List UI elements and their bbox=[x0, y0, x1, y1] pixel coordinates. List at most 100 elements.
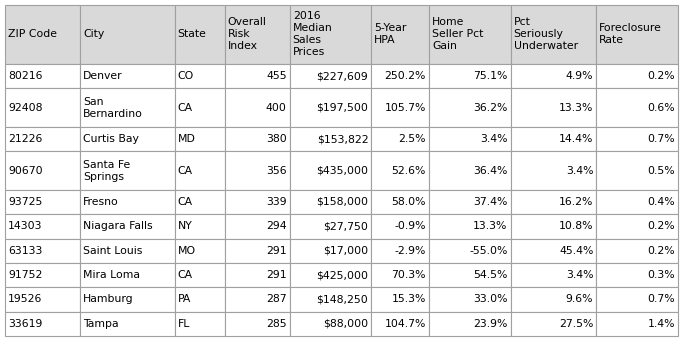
Text: 294: 294 bbox=[266, 221, 287, 231]
Bar bbox=[175, 238, 225, 263]
Bar bbox=[290, 64, 372, 88]
Text: 93725: 93725 bbox=[8, 197, 42, 207]
Bar bbox=[372, 88, 429, 127]
Text: 0.7%: 0.7% bbox=[647, 134, 675, 144]
Bar bbox=[290, 287, 372, 312]
Text: Denver: Denver bbox=[83, 71, 123, 81]
Bar bbox=[372, 238, 429, 263]
Bar bbox=[429, 64, 510, 88]
Text: $435,000: $435,000 bbox=[316, 165, 368, 176]
Text: Curtis Bay: Curtis Bay bbox=[83, 134, 139, 144]
Text: 2.5%: 2.5% bbox=[398, 134, 426, 144]
Text: CA: CA bbox=[178, 165, 193, 176]
Text: 0.6%: 0.6% bbox=[647, 103, 675, 113]
Bar bbox=[225, 190, 290, 214]
Bar bbox=[510, 312, 596, 336]
Text: 33.0%: 33.0% bbox=[473, 294, 507, 305]
Bar bbox=[5, 238, 81, 263]
Text: PA: PA bbox=[178, 294, 191, 305]
Bar bbox=[225, 5, 290, 64]
Text: 70.3%: 70.3% bbox=[391, 270, 426, 280]
Text: 92408: 92408 bbox=[8, 103, 42, 113]
Bar bbox=[429, 312, 510, 336]
Bar bbox=[5, 151, 81, 190]
Bar bbox=[596, 88, 678, 127]
Bar bbox=[596, 287, 678, 312]
Bar bbox=[175, 64, 225, 88]
Text: 455: 455 bbox=[266, 71, 287, 81]
Bar bbox=[596, 214, 678, 238]
Bar bbox=[510, 5, 596, 64]
Text: 9.6%: 9.6% bbox=[566, 294, 594, 305]
Bar bbox=[596, 190, 678, 214]
Bar bbox=[225, 287, 290, 312]
Bar bbox=[5, 190, 81, 214]
Bar bbox=[429, 238, 510, 263]
Bar bbox=[596, 127, 678, 151]
Bar bbox=[5, 64, 81, 88]
Bar bbox=[510, 287, 596, 312]
Text: $158,000: $158,000 bbox=[316, 197, 368, 207]
Bar bbox=[596, 312, 678, 336]
Bar bbox=[372, 5, 429, 64]
Bar bbox=[429, 88, 510, 127]
Bar bbox=[175, 151, 225, 190]
Bar bbox=[175, 312, 225, 336]
Bar bbox=[81, 312, 175, 336]
Text: San
Bernardino: San Bernardino bbox=[83, 97, 143, 119]
Bar bbox=[5, 263, 81, 287]
Bar bbox=[290, 151, 372, 190]
Bar bbox=[175, 88, 225, 127]
Text: 63133: 63133 bbox=[8, 246, 42, 256]
Text: CA: CA bbox=[178, 103, 193, 113]
Bar bbox=[429, 287, 510, 312]
Text: 37.4%: 37.4% bbox=[473, 197, 507, 207]
Bar bbox=[81, 64, 175, 88]
Text: 54.5%: 54.5% bbox=[473, 270, 507, 280]
Text: 75.1%: 75.1% bbox=[473, 71, 507, 81]
Text: 0.4%: 0.4% bbox=[647, 197, 675, 207]
Text: -0.9%: -0.9% bbox=[394, 221, 426, 231]
Bar bbox=[429, 263, 510, 287]
Bar bbox=[290, 5, 372, 64]
Text: 104.7%: 104.7% bbox=[385, 319, 426, 329]
Text: 13.3%: 13.3% bbox=[559, 103, 594, 113]
Text: 33619: 33619 bbox=[8, 319, 42, 329]
Text: -2.9%: -2.9% bbox=[395, 246, 426, 256]
Bar bbox=[510, 88, 596, 127]
Text: $88,000: $88,000 bbox=[323, 319, 368, 329]
Text: 250.2%: 250.2% bbox=[385, 71, 426, 81]
Bar bbox=[290, 263, 372, 287]
Text: 15.3%: 15.3% bbox=[391, 294, 426, 305]
Text: 58.0%: 58.0% bbox=[391, 197, 426, 207]
Bar bbox=[510, 214, 596, 238]
Text: 14.4%: 14.4% bbox=[559, 134, 594, 144]
Bar bbox=[225, 88, 290, 127]
Text: 45.4%: 45.4% bbox=[559, 246, 594, 256]
Bar bbox=[510, 190, 596, 214]
Text: CA: CA bbox=[178, 197, 193, 207]
Text: 16.2%: 16.2% bbox=[559, 197, 594, 207]
Text: 80216: 80216 bbox=[8, 71, 42, 81]
Text: 36.2%: 36.2% bbox=[473, 103, 507, 113]
Bar bbox=[510, 151, 596, 190]
Bar bbox=[372, 312, 429, 336]
Bar bbox=[290, 190, 372, 214]
Bar bbox=[596, 5, 678, 64]
Bar bbox=[175, 287, 225, 312]
Text: ZIP Code: ZIP Code bbox=[8, 29, 57, 40]
Text: Foreclosure
Rate: Foreclosure Rate bbox=[600, 24, 663, 45]
Text: 0.7%: 0.7% bbox=[647, 294, 675, 305]
Text: Saint Louis: Saint Louis bbox=[83, 246, 143, 256]
Bar bbox=[175, 127, 225, 151]
Text: 287: 287 bbox=[266, 294, 287, 305]
Text: 3.4%: 3.4% bbox=[566, 165, 594, 176]
Text: 5-Year
HPA: 5-Year HPA bbox=[374, 24, 406, 45]
Bar bbox=[81, 5, 175, 64]
Text: 10.8%: 10.8% bbox=[559, 221, 594, 231]
Bar bbox=[225, 64, 290, 88]
Text: City: City bbox=[83, 29, 104, 40]
Bar bbox=[5, 88, 81, 127]
Bar bbox=[429, 214, 510, 238]
Bar bbox=[510, 64, 596, 88]
